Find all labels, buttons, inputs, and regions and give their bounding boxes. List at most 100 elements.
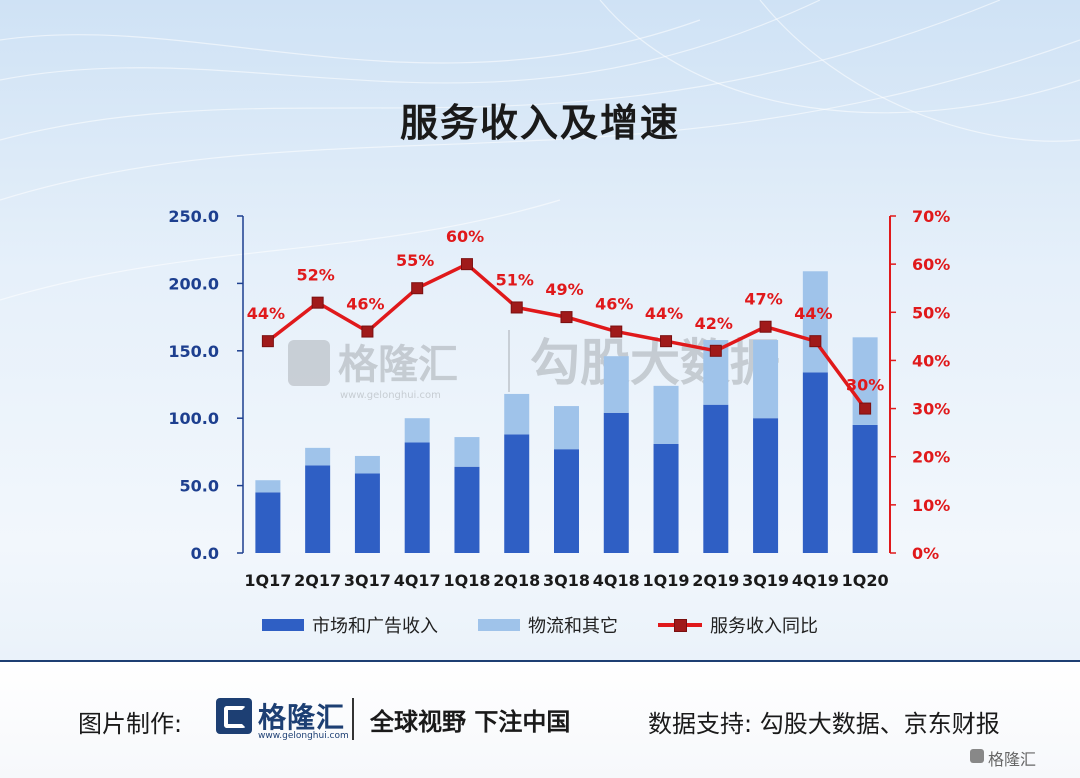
bar-logistics [305,447,331,466]
x-tick-label: 1Q18 [443,571,490,590]
y-right-tick-label: 10% [912,496,950,515]
chart-legend: 市场和广告收入 物流和其它 服务收入同比 [0,612,1080,638]
growth-data-label: 55% [396,251,434,270]
bar-logistics [653,385,679,444]
x-tick-label: 4Q18 [593,571,640,590]
x-tick-label: 1Q17 [244,571,291,590]
y-left-tick-label: 50.0 [180,477,219,496]
watermark: 格隆汇 www.gelonghui.com 勾股大数据 [288,330,780,401]
x-tick-label: 2Q19 [692,571,739,590]
legend-swatch-ads [262,619,304,631]
corner-watermark: 格隆汇 [988,750,1037,769]
bar-ads [753,418,779,553]
watermark-brand: 格隆汇 [338,342,458,388]
growth-point [809,335,822,348]
footer-divider [0,660,1080,662]
growth-point [709,344,722,357]
growth-data-label: 30% [846,376,884,395]
y-right-tick-label: 50% [912,303,950,322]
footer-slogan: 全球视野 下注中国 [370,708,571,736]
footer: 图片制作: 格隆汇 www.gelonghui.com 全球视野 下注中国 数据… [0,662,1080,778]
footer-separator [352,698,354,740]
growth-point [261,335,274,348]
growth-data-label: 44% [645,304,683,323]
x-tick-label: 2Q17 [294,571,341,590]
bar-logistics [404,418,430,443]
legend-label-logistics: 物流和其它 [528,616,618,637]
bar-logistics [255,480,281,493]
legend-swatch-logistics [478,619,520,631]
y-right-tick-label: 0% [912,544,939,563]
x-tick-label: 4Q19 [792,571,839,590]
bar-ads [852,424,878,553]
legend-item-ads: 市场和广告收入 [262,612,438,638]
watermark-logo-icon [288,340,330,386]
growth-data-label: 46% [346,295,384,314]
y-right-tick-label: 70% [912,207,950,226]
bar-logistics [753,340,779,419]
y-left-tick-label: 150.0 [168,342,219,361]
bar-ads [703,404,729,553]
background-decoration [0,0,1080,660]
bar-ads [305,465,331,553]
footer-logo-text: 格隆汇 [258,701,346,734]
growth-data-label: 42% [695,314,733,333]
bar-logistics [454,437,480,467]
growth-data-label: 44% [247,304,285,323]
growth-data-label: 44% [794,304,832,323]
x-tick-label: 1Q20 [842,571,889,590]
y-right-tick-label: 60% [912,255,950,274]
x-tick-label: 3Q18 [543,571,590,590]
gelonghui-logo-icon [216,698,252,734]
watermark-partner: 勾股大数据 [530,334,780,392]
bar-logistics [802,271,828,373]
bar-ads [653,443,679,553]
bar-ads [404,442,430,553]
growth-point [660,335,673,348]
growth-point [361,325,374,338]
bar-ads [603,412,629,553]
growth-data-label: 51% [496,270,534,289]
bar-ads [504,434,530,553]
x-tick-label: 1Q19 [643,571,690,590]
y-left-tick-label: 100.0 [168,409,219,428]
y-left-tick-label: 250.0 [168,207,219,226]
legend-item-logistics: 物流和其它 [478,612,618,638]
growth-point [859,402,872,415]
x-tick-label: 2Q18 [493,571,540,590]
growth-data-label: 52% [297,266,335,285]
growth-point [560,311,573,324]
watermark-url: www.gelonghui.com [340,390,441,401]
growth-data-label: 60% [446,227,484,246]
corner-logo-icon [970,749,984,763]
footer-source: 数据支持: 勾股大数据、京东财报 [648,710,1000,738]
chart-title: 服务收入及增速 [399,101,680,145]
growth-point [510,301,523,314]
bar-logistics [554,406,579,450]
x-tick-label: 3Q17 [344,571,391,590]
legend-label-ads: 市场和广告收入 [312,616,438,637]
y-left-tick-label: 200.0 [168,274,219,293]
bar-ads [454,466,480,553]
growth-point [311,296,324,309]
footer-logo-url: www.gelonghui.com [258,731,349,741]
growth-point [460,258,473,271]
bar-ads [354,473,380,553]
y-right-tick-label: 30% [912,400,950,419]
legend-label-growth: 服务收入同比 [710,616,818,637]
growth-point [411,282,424,295]
growth-point [610,325,623,338]
growth-data-label: 49% [545,280,583,299]
chart-canvas: 格隆汇 www.gelonghui.com 勾股大数据 0.0 50.0 100.0… [168,207,950,590]
growth-data-label: 46% [595,295,633,314]
bar-ads [802,372,828,553]
x-tick-label: 3Q19 [742,571,789,590]
growth-data-label: 47% [744,290,782,309]
watermark-divider [508,330,510,392]
footer-credit-label: 图片制作: [78,710,183,738]
x-tick-label: 4Q17 [394,571,441,590]
growth-point [759,320,772,333]
bar-logistics [354,455,380,474]
y-left-tick-label: 0.0 [191,544,219,563]
legend-swatch-growth [658,618,702,632]
